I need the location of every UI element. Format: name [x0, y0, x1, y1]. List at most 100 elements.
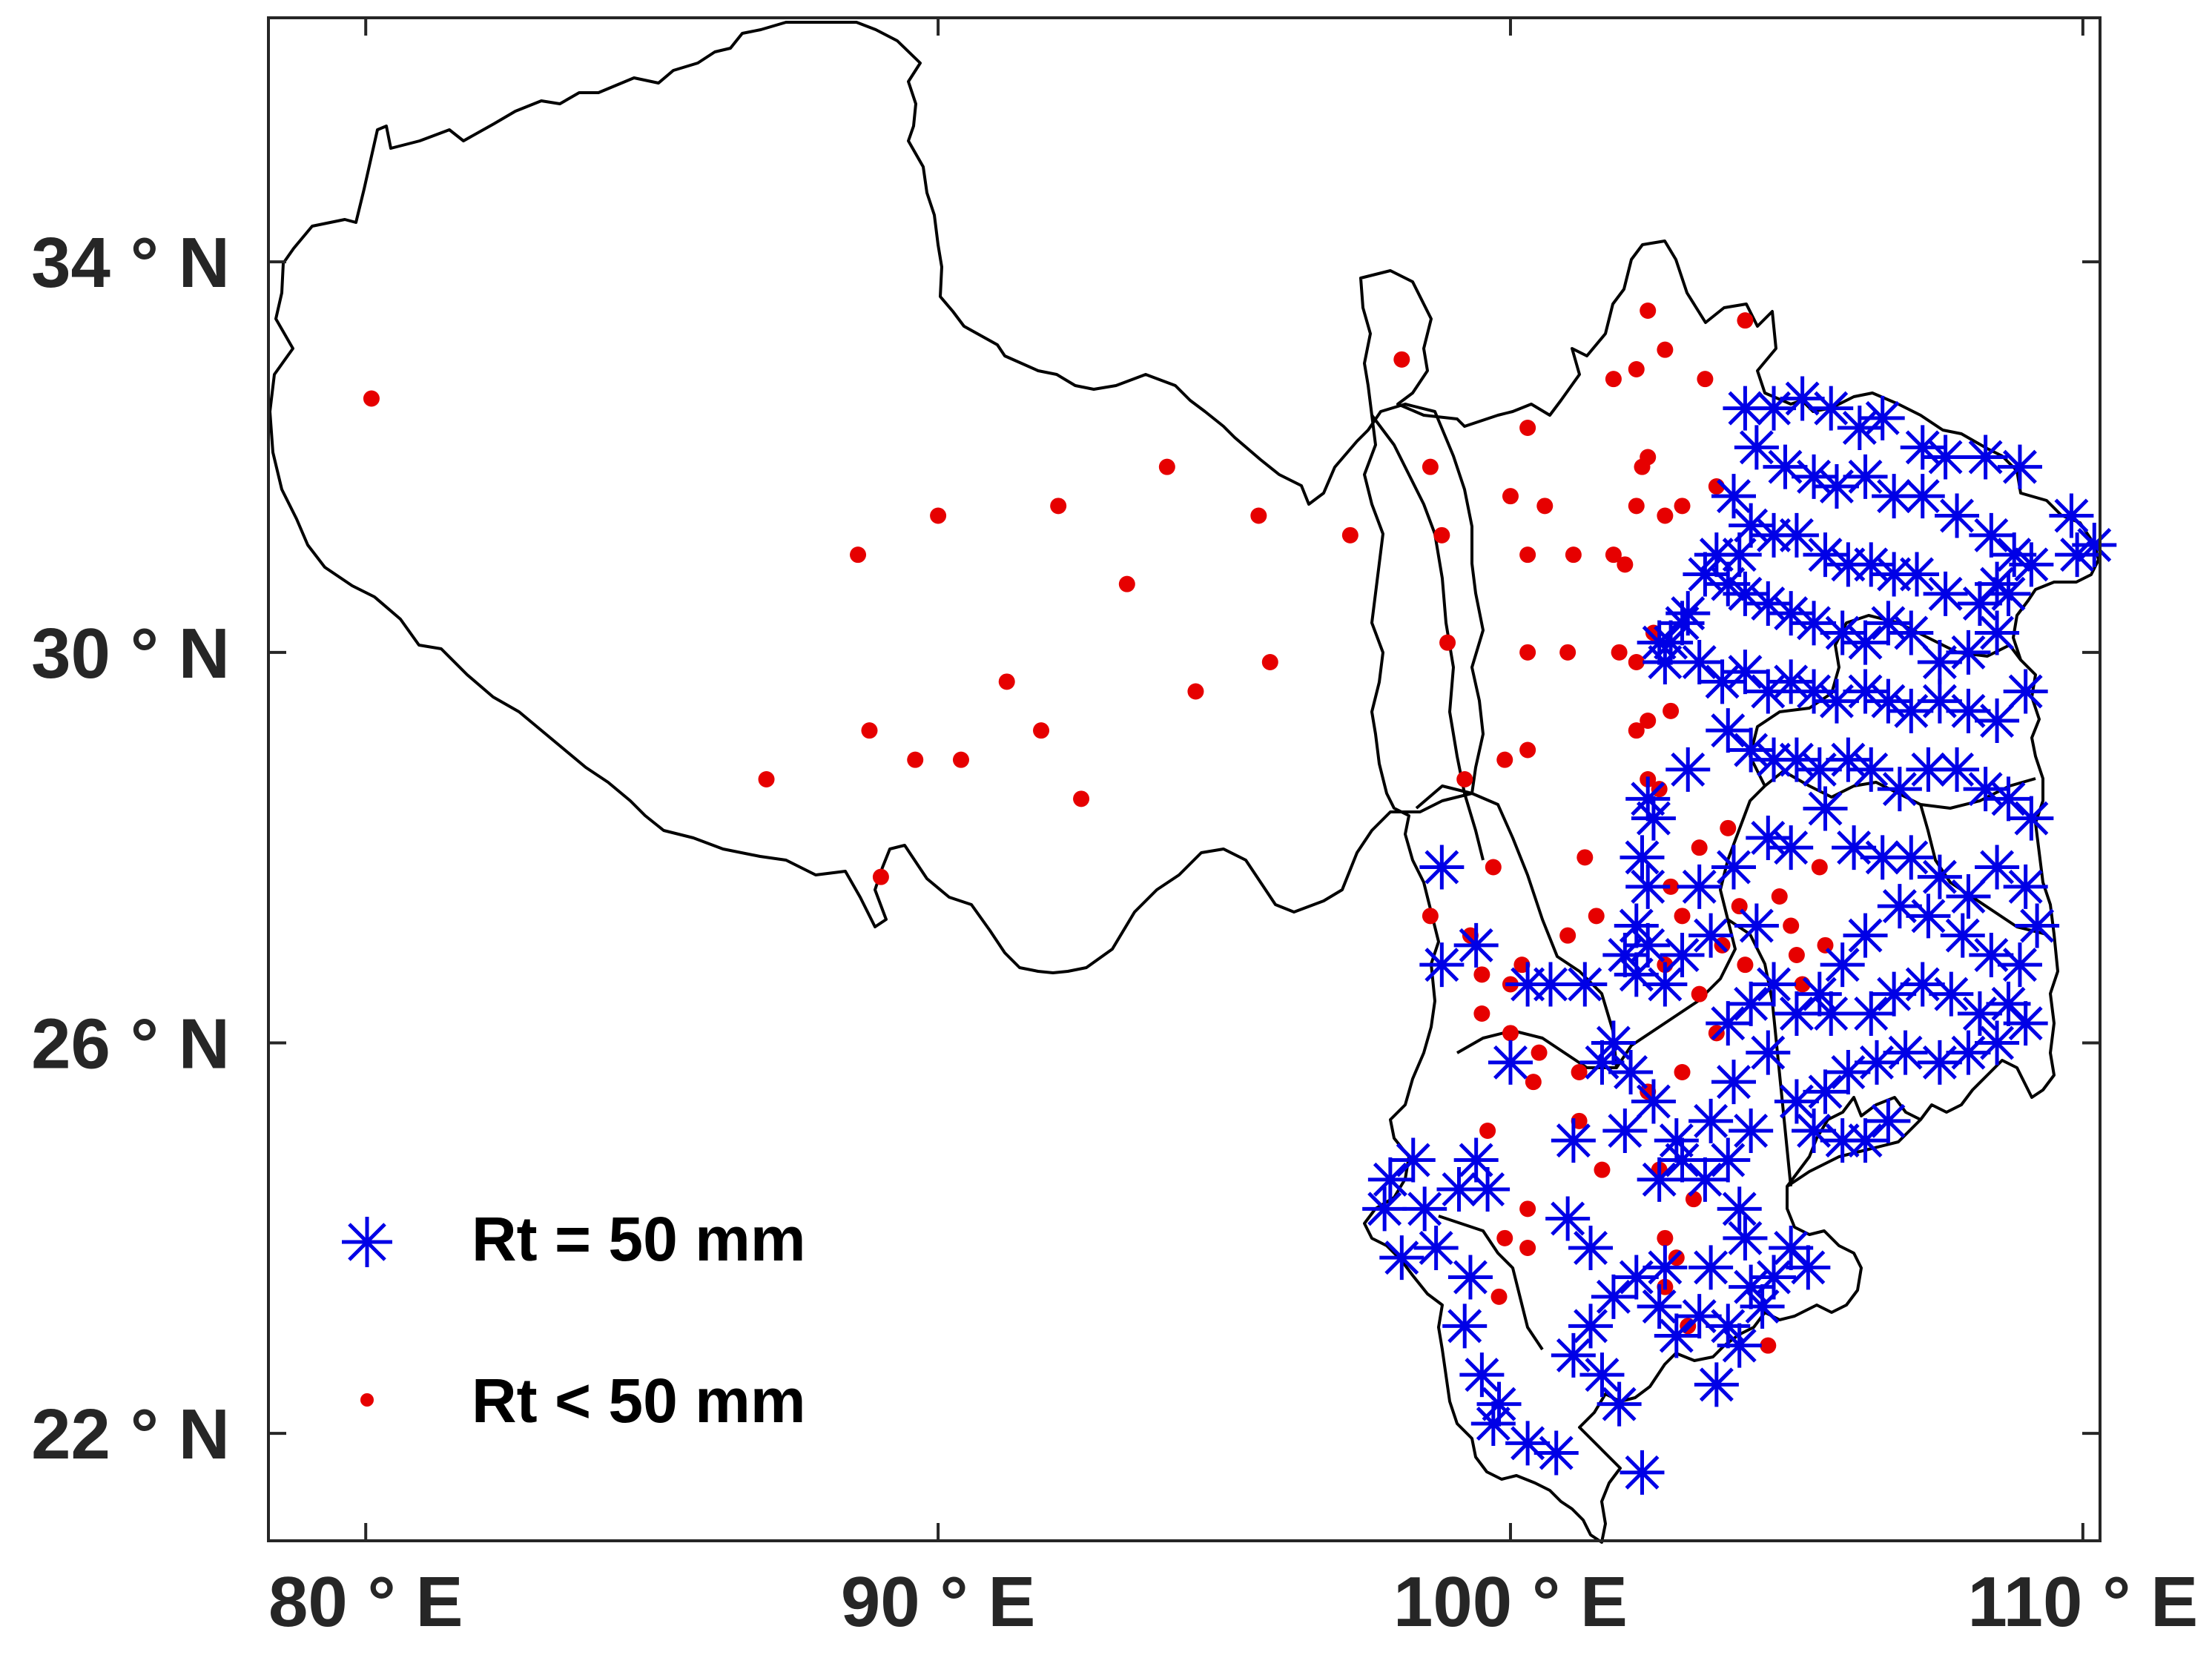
station-lt50-57	[1697, 371, 1714, 388]
station-lt50-62	[1617, 556, 1634, 573]
y-tick-label-30: 30 ° N	[31, 614, 230, 693]
station-eq50-166	[1465, 1167, 1511, 1212]
station-eq50-42	[1792, 601, 1837, 646]
station-eq50-195	[1688, 1245, 1734, 1290]
station-eq50-77	[1986, 776, 2031, 822]
legend-label-lt50: Rt < 50 mm	[472, 1366, 806, 1436]
station-lt50-50	[1479, 1123, 1496, 1139]
station-eq50-200	[1648, 620, 1694, 665]
station-lt50-39	[1559, 927, 1577, 944]
station-lt50-99	[1720, 819, 1737, 836]
station-lt50-36	[1559, 644, 1577, 661]
station-lt50-69	[1611, 644, 1628, 661]
x-tick-label-100: 100 ° E	[1393, 1562, 1628, 1642]
station-lt50-19	[1422, 458, 1439, 475]
station-eq50-12	[2055, 532, 2100, 578]
station-eq50-17	[1843, 454, 1888, 499]
stations-rt-eq-50	[1362, 376, 2117, 1495]
station-eq50-155	[1453, 922, 1499, 968]
station-eq50-25	[1711, 474, 1756, 519]
station-eq50-86	[1602, 933, 1648, 977]
station-eq50-194	[1723, 1215, 1768, 1261]
station-lt50-90	[1760, 1337, 1777, 1354]
station-eq50-174	[1505, 1421, 1551, 1466]
station-eq50-75	[1935, 747, 1980, 792]
station-eq50-49	[1975, 610, 2020, 655]
station-eq50-173	[1470, 1401, 1516, 1446]
station-eq50-54	[1723, 650, 1768, 695]
station-eq50-114	[1729, 981, 1774, 1026]
station-eq50-11	[2072, 523, 2117, 567]
station-eq50-73	[1877, 767, 1922, 812]
legend-asterisk-glyph	[342, 1217, 392, 1267]
station-lt50-70	[1628, 722, 1645, 739]
station-lt50-31	[1519, 741, 1536, 759]
station-eq50-193	[1786, 1245, 1831, 1290]
station-eq50-201	[1665, 591, 1711, 636]
station-lt50-4	[1158, 458, 1175, 475]
station-lt50-56	[1657, 341, 1674, 358]
plot-background	[268, 18, 2100, 1541]
station-eq50-46	[1889, 610, 1934, 655]
station-lt50-45	[1594, 1161, 1611, 1178]
station-lt50-53	[1605, 371, 1622, 388]
station-eq50-70	[1797, 747, 1842, 792]
station-eq50-24	[2009, 542, 2054, 587]
internal-border-1	[1370, 414, 1485, 861]
station-eq50-92	[1711, 845, 1756, 890]
station-lt50-15	[1073, 790, 1090, 807]
station-eq50-108	[1877, 884, 1922, 929]
station-eq50-133	[1843, 1118, 1888, 1163]
station-eq50-14	[1763, 444, 1808, 489]
internal-border-6	[1456, 1029, 1617, 1069]
station-eq50-177	[1568, 1304, 1614, 1349]
station-lt50-6	[1341, 526, 1358, 544]
legend-dot-marker	[360, 1393, 374, 1407]
station-lt50-97	[1737, 957, 1754, 974]
station-eq50-125	[1917, 1040, 1962, 1085]
station-eq50-1	[1752, 386, 1797, 431]
station-lt50-54	[1628, 361, 1645, 377]
station-lt50-61	[1605, 546, 1622, 564]
station-eq50-154	[1488, 1040, 1533, 1085]
y-axis-ticks: 22 ° N 26 ° N 30 ° N 34 ° N	[31, 223, 2100, 1474]
station-lt50-22	[1456, 771, 1473, 787]
station-lt50-7	[1118, 575, 1135, 592]
station-lt50-21	[1439, 634, 1456, 651]
station-eq50-152	[1562, 962, 1608, 1007]
station-eq50-127	[1854, 1040, 1899, 1085]
station-eq50-122	[2003, 1001, 2048, 1046]
station-lt50-63	[1640, 449, 1657, 466]
y-tick-label-26: 26 ° N	[31, 1005, 230, 1084]
station-lt50-49	[1490, 1288, 1508, 1305]
station-eq50-139	[1631, 1079, 1676, 1124]
station-lt50-86	[1657, 1229, 1674, 1246]
station-eq50-109	[1843, 913, 1888, 958]
station-eq50-131	[1792, 1109, 1837, 1153]
station-lt50-5	[1250, 507, 1267, 524]
station-eq50-64	[1975, 698, 2020, 743]
station-eq50-182	[1614, 1255, 1659, 1300]
station-eq50-135	[1746, 1030, 1791, 1075]
station-eq50-159	[1390, 1137, 1436, 1183]
station-eq50-134	[1866, 1098, 1911, 1143]
station-lt50-80	[1691, 985, 1708, 1002]
station-eq50-107	[1906, 893, 1951, 939]
station-eq50-83	[1625, 864, 1671, 909]
station-lt50-10	[998, 673, 1015, 690]
station-lt50-38	[1588, 908, 1605, 925]
station-eq50-117	[1872, 971, 1917, 1017]
station-lt50-92	[1783, 917, 1800, 934]
station-lt50-35	[1565, 546, 1582, 564]
station-eq50-116	[1849, 991, 1894, 1036]
station-lt50-8	[1261, 654, 1278, 670]
station-eq50-104	[1997, 942, 2042, 988]
station-lt50-0	[363, 390, 380, 407]
station-eq50-119	[1929, 971, 1974, 1017]
station-lt50-43	[1525, 1074, 1542, 1091]
station-lt50-60	[1628, 498, 1645, 515]
station-eq50-181	[1620, 1450, 1665, 1495]
station-eq50-100	[1946, 874, 1991, 919]
station-lt50-65	[1674, 498, 1691, 515]
